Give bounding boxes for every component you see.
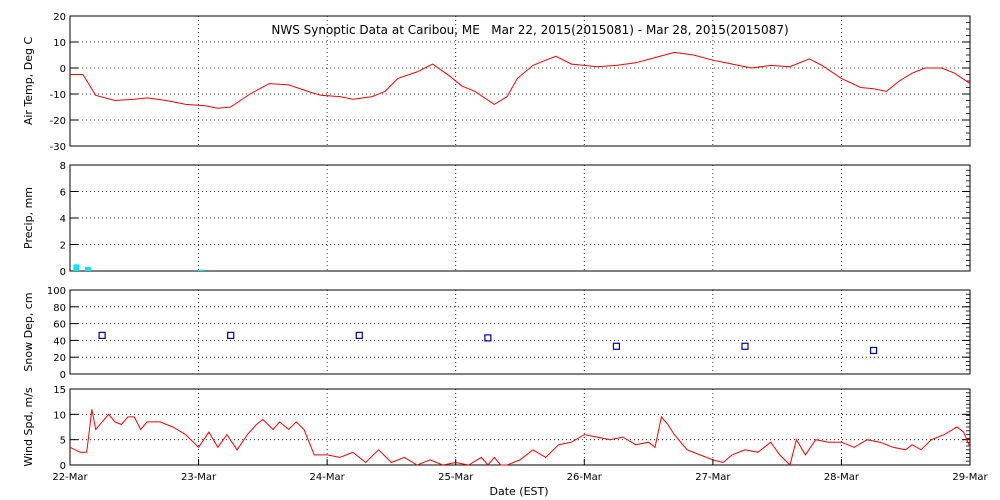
x-tick-label: 28-Mar (824, 472, 860, 483)
air-temp-y-axis-title: Air Temp, Deg C (22, 37, 35, 126)
air-temp-series-line (70, 51, 971, 109)
x-tick-label: 22-Mar (52, 472, 88, 483)
air-temp-ytick-label: 20 (53, 12, 66, 23)
precip-y-axis-title: Precip, mm (22, 187, 35, 249)
snow-depth-ytick-label: 20 (53, 353, 66, 364)
air-temp-ytick-label: 10 (53, 38, 66, 49)
wind-speed-ytick-label: 15 (53, 385, 66, 396)
snow-depth-point (355, 331, 363, 339)
snow-depth-point (741, 342, 749, 350)
air-temp-ytick-label: -10 (50, 90, 66, 101)
precip-ytick-label: 2 (60, 241, 66, 252)
snow-depth-point (612, 342, 621, 350)
precip-ytick-label: 8 (60, 161, 66, 172)
x-tick-label: 25-Mar (438, 472, 474, 483)
snow-depth-point (98, 331, 106, 339)
air-temp-panel: 20 10 0 -10 -20 -30 Air Temp, Deg C (22, 12, 971, 153)
precip-ytick-label: 6 (60, 188, 66, 199)
precip-ytick-label: 0 (60, 267, 66, 278)
precip-bar (73, 264, 80, 271)
x-tick-label: 24-Mar (310, 472, 346, 483)
wind-speed-panel: 15 10 5 0 Wind Spd, m/s (22, 385, 971, 472)
snow-depth-point (869, 346, 878, 355)
wind-speed-y-axis-title: Wind Spd, m/s (22, 387, 35, 467)
x-tick-label: 27-Mar (695, 472, 731, 483)
wind-speed-series-line (69, 409, 971, 466)
precip-ytick-label: 4 (60, 214, 66, 225)
x-axis: 22-Mar 23-Mar 24-Mar 25-Mar 26-Mar 27-Mar 28-M… (52, 459, 988, 483)
snow-depth-ytick-label: 40 (53, 336, 66, 347)
snow-depth-y-axis-title: Snow Dep, cm (22, 292, 35, 371)
x-tick-label: 23-Mar (181, 472, 217, 483)
x-tick-label: 29-Mar (952, 472, 988, 483)
wind-speed-ytick-label: 10 (53, 410, 66, 421)
x-tick-label: 26-Mar (567, 472, 603, 483)
snow-depth-ytick-label: 80 (53, 303, 66, 314)
chart-title: NWS Synoptic Data at Caribou, ME Mar 22,… (271, 23, 788, 37)
snow-depth-point (227, 331, 235, 339)
snow-depth-ytick-label: 100 (47, 286, 66, 297)
snow-depth-ytick-label: 60 (53, 320, 66, 331)
air-temp-ytick-label: -30 (50, 142, 66, 153)
precip-bar (85, 267, 91, 271)
air-temp-ytick-label: 0 (60, 64, 66, 75)
snow-depth-point (484, 334, 492, 342)
air-temp-ytick-label: -20 (50, 116, 66, 127)
snow-depth-panel: 100 80 60 40 20 0 Snow Dep, cm (22, 286, 971, 381)
wind-speed-ytick-label: 0 (60, 461, 66, 472)
wind-speed-ytick-label: 5 (60, 436, 66, 447)
precip-bar (198, 269, 205, 271)
snow-depth-ytick-label: 0 (60, 370, 66, 381)
x-axis-title: Date (EST) (489, 485, 548, 498)
precip-panel: 8 6 4 2 0 Precip, mm (22, 161, 971, 278)
